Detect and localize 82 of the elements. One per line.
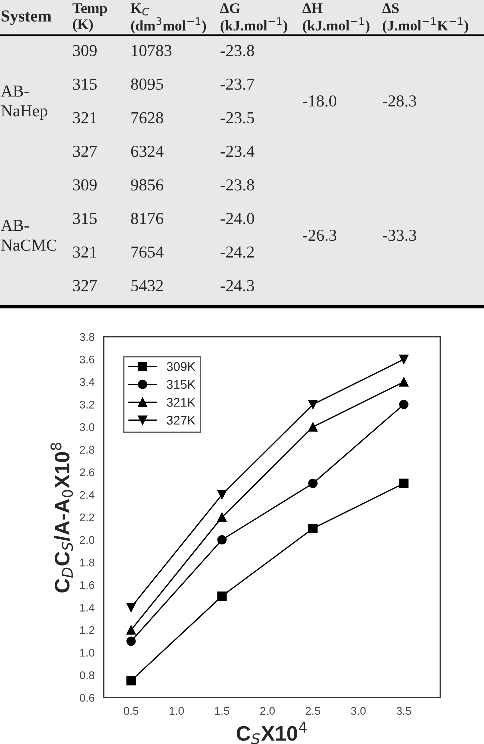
category-label: ΔS (J.mol$^{−1}$K$^{−1}$) xyxy=(382,4,468,34)
point xyxy=(308,422,318,432)
legend-label: 327K xyxy=(167,416,196,425)
y-tick-label: 1.4 xyxy=(80,604,95,612)
point xyxy=(399,400,409,410)
point xyxy=(399,377,409,387)
y-tick-label: 2.0 xyxy=(80,536,95,544)
point xyxy=(126,626,136,635)
text: 315 xyxy=(73,213,97,224)
text: 327 xyxy=(73,146,98,158)
text: -33.3 xyxy=(382,230,416,242)
category-label: System xyxy=(2,10,52,26)
y-tick-label: 1.8 xyxy=(80,558,95,567)
text: 8176 xyxy=(131,213,164,224)
y-tick-label: 0.8 xyxy=(80,672,95,680)
text: -28.3 xyxy=(382,96,416,107)
text: 315 xyxy=(73,78,97,90)
y-tick-label: 1.0 xyxy=(80,649,95,657)
text: -24.0 xyxy=(220,213,254,224)
x-tick-label: 3.5 xyxy=(396,707,412,716)
point xyxy=(218,592,227,602)
y-axis-title: C$_{D}$C$_{S}$/A-A$_{0}$X10$^{8}$ xyxy=(50,443,74,593)
text: 309 xyxy=(73,180,97,191)
y-tick-label: 2.6 xyxy=(80,468,95,476)
point xyxy=(218,490,227,500)
x-axis-title: C$_{S}$X10$^{4}$ xyxy=(236,722,307,744)
point xyxy=(308,478,318,488)
text: 10783 xyxy=(132,45,172,56)
text: -26.3 xyxy=(303,230,337,242)
x-tick-label: 0.5 xyxy=(124,707,139,716)
point xyxy=(126,602,136,612)
y-tick-label: 2.2 xyxy=(80,514,94,522)
text: 309 xyxy=(73,45,97,56)
point xyxy=(218,535,227,545)
text: AB- NaHep xyxy=(1,86,48,120)
y-tick-label: 1.6 xyxy=(80,581,95,590)
point xyxy=(126,676,136,686)
text: 327 xyxy=(73,280,98,292)
legend-label: 315K xyxy=(167,380,196,390)
point xyxy=(399,354,409,364)
y-tick-label: 3.6 xyxy=(80,356,95,364)
x-tick-label: 1.5 xyxy=(215,707,230,716)
text: 7654 xyxy=(132,246,164,258)
text: -23.7 xyxy=(220,78,254,90)
y-tick-label: 3.8 xyxy=(80,333,95,342)
x-tick-label: 3.0 xyxy=(351,707,366,716)
text: AB- NaCMC xyxy=(1,220,57,252)
y-tick-label: 3.0 xyxy=(80,424,95,432)
y-tick-label: 3.4 xyxy=(80,378,95,386)
text: 321 xyxy=(73,112,97,124)
text: 6324 xyxy=(131,146,164,158)
text: -23.4 xyxy=(220,146,255,158)
y-tick-label: 2.4 xyxy=(80,491,95,499)
y-tick-label: 3.2 xyxy=(80,400,94,409)
text: -23.8 xyxy=(220,45,254,57)
y-tick-label: 0.6 xyxy=(80,694,95,702)
legend-label: 309K xyxy=(167,362,196,372)
text: -24.3 xyxy=(220,280,254,292)
point xyxy=(126,636,136,646)
y-tick-label: 2.8 xyxy=(80,446,95,454)
legend-label: 321K xyxy=(167,398,196,408)
category-label: ΔH (kJ.mol$^{−1}$) xyxy=(302,4,370,34)
text: -23.5 xyxy=(220,112,254,124)
category-label: K$_{C}$ (dm$^{3}$mol$^{−1}$) xyxy=(130,4,206,34)
category-label: ΔG (kJ.mol$^{−1}$) xyxy=(220,4,288,34)
point xyxy=(399,478,409,488)
y-tick-label: 1.2 xyxy=(80,626,94,634)
x-tick-label: 1.0 xyxy=(170,707,184,716)
point xyxy=(308,524,318,534)
text: 5432 xyxy=(132,280,164,292)
text: -24.2 xyxy=(220,246,254,258)
text: 321 xyxy=(73,246,97,258)
text: 8095 xyxy=(131,78,164,90)
x-tick-label: 2.5 xyxy=(306,707,320,716)
text: -18.0 xyxy=(303,96,337,107)
text: 7628 xyxy=(132,112,164,124)
point xyxy=(218,512,227,522)
text: 9856 xyxy=(131,180,164,191)
point xyxy=(308,400,318,410)
x-tick-label: 2.0 xyxy=(260,707,275,716)
text: -23.8 xyxy=(220,180,254,191)
category-label: Temp (K) xyxy=(72,4,108,32)
